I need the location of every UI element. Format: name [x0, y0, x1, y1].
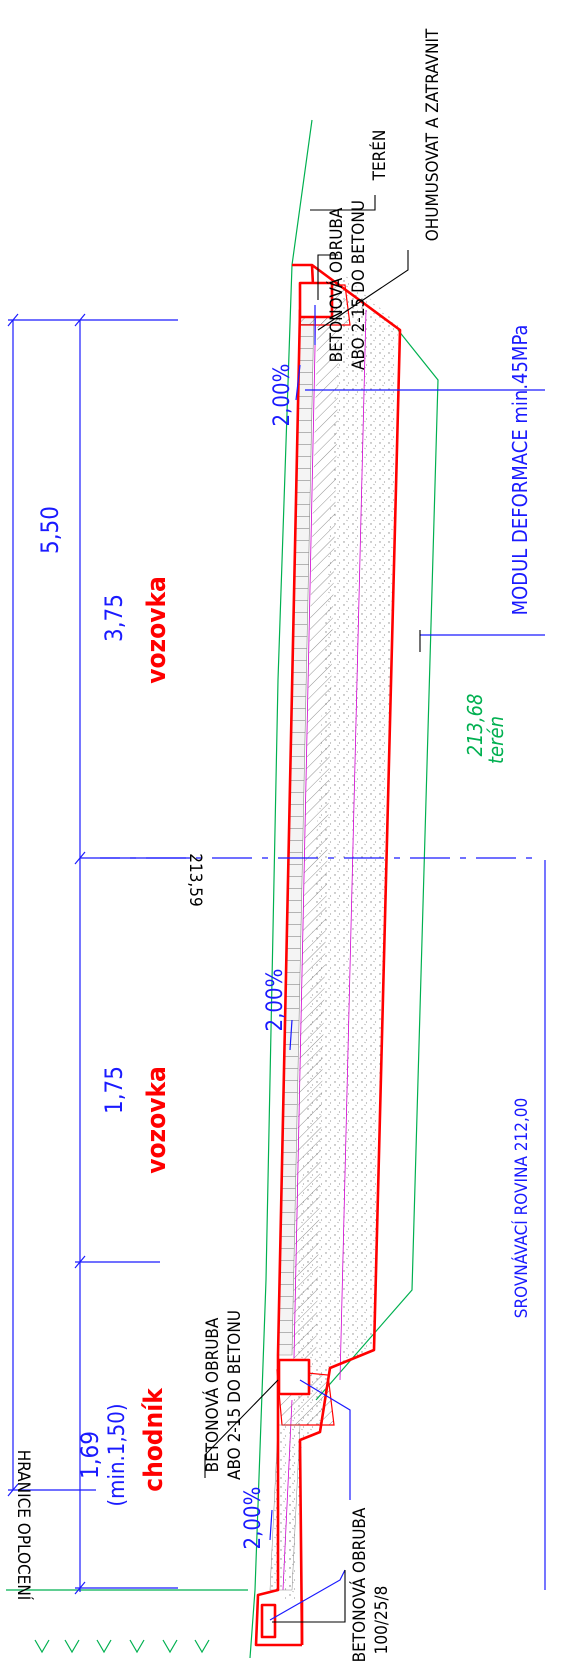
curb-left-label-leader — [204, 1379, 279, 1478]
dim-sidewalk-min-label: (min.1,50) — [105, 1403, 130, 1506]
terrain-elevation-word: terén — [484, 716, 508, 764]
fence-label: HRANICE OPLOCENÍ — [13, 1450, 35, 1601]
pink-layer-1 — [293, 299, 317, 1359]
curb-right-label-leader — [317, 254, 338, 300]
slope-sidewalk-label: 2,00% — [241, 1487, 266, 1550]
slope-left-label: 2,00% — [263, 969, 288, 1032]
base-layer — [292, 300, 340, 1360]
zone-carriageway-right: vozovka — [142, 576, 172, 684]
edge-curb-leader — [269, 1569, 346, 1621]
fence-markers — [34, 1639, 210, 1654]
topsoil-label: OHUMUSOVAT A ZATRAVNIT — [423, 28, 443, 241]
dim-carriageway-right-label: 3,75 — [100, 594, 128, 642]
dimension-lines — [7, 305, 546, 1621]
zone-sidewalk: chodník — [139, 1387, 169, 1492]
topsoil-leader — [317, 250, 409, 331]
dim-sidewalk-label: 1,69 — [76, 1431, 104, 1479]
dim-carriageway-left-label: 1,75 — [100, 1066, 128, 1114]
modulus-label: MODUL DEFORMACE min.45MPa — [508, 325, 532, 616]
subgrade-label: SROVNÁVACÍ ROVINA 212,00 — [510, 1098, 532, 1319]
dim-total-label: 5,50 — [36, 506, 64, 554]
curb-right-label-line2: ABO 2-15 DO BETONU — [349, 200, 369, 370]
structure-outline — [254, 263, 402, 1647]
label-leaders — [204, 195, 421, 1623]
curb-head-left — [277, 1358, 311, 1396]
edge-curb-label-line1: BETONOVÁ OBRUBA — [348, 1507, 370, 1662]
edge-curb — [260, 1603, 277, 1639]
dim-total: 5,50 — [36, 506, 64, 554]
curb-head-right — [298, 281, 334, 319]
edge-curb-label-line2: 100/25/8 — [372, 1586, 392, 1655]
slope-right-label: 2,00% — [270, 364, 295, 427]
edge-curb-label-leader — [272, 1570, 346, 1623]
terrain-leader — [310, 195, 376, 211]
terrain-line-upper — [249, 119, 313, 1659]
pink-layer-2 — [339, 309, 367, 1381]
curb-left-label-line1: BETONOVÁ OBRUBA — [201, 1317, 223, 1472]
curb-left-label-line2: ABO 2-15 DO BETONU — [225, 1310, 245, 1480]
pavement-layers — [269, 270, 398, 1600]
axis-elevation-label: 213,59 — [185, 853, 205, 907]
curb-right-label-line1: BETONOVÁ OBRUBA — [325, 207, 347, 362]
terrain-label: TERÉN — [368, 130, 390, 182]
curb-left-leader — [299, 1379, 351, 1500]
outline-top — [254, 263, 316, 1647]
zone-carriageway-left: vozovka — [142, 1066, 172, 1174]
outline-bottom — [298, 263, 402, 1646]
terrain-elevation-value: 213,68 — [463, 694, 487, 757]
